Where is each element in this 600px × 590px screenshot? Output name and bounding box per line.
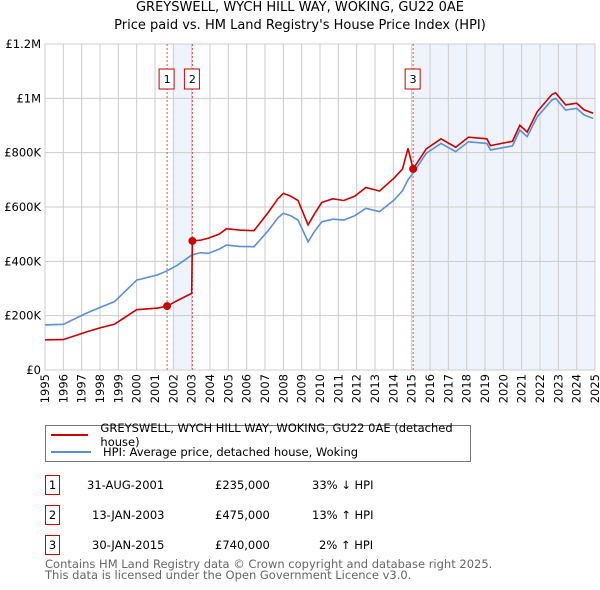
footer-licence: This data is licensed under the Open Gov… xyxy=(45,568,412,582)
legend-swatch-red xyxy=(51,434,89,436)
transaction-number: 3 xyxy=(45,535,60,555)
transaction-date: 30-JAN-2015 xyxy=(92,538,165,552)
transaction-row: 3 30-JAN-2015 £740,000 2% ↑ HPI xyxy=(45,535,545,555)
transaction-price: £740,000 xyxy=(215,538,270,552)
x-tick-label: 2020 xyxy=(496,374,510,403)
footer: Contains HM Land Registry data © Crown c… xyxy=(45,557,493,582)
transaction-hpi: 2% ↑ HPI xyxy=(319,538,374,552)
y-tick-label: £600K xyxy=(4,200,41,214)
sale-marker-label: 2 xyxy=(189,73,196,86)
sale-marker-label: 3 xyxy=(410,73,417,86)
y-tick-label: £1M xyxy=(16,91,41,105)
x-tick-label: 2022 xyxy=(533,374,547,403)
y-tick-label: £200K xyxy=(4,309,41,323)
x-tick-label: 2006 xyxy=(240,374,254,403)
footer-copyright: Contains HM Land Registry data © Crown c… xyxy=(45,557,493,571)
x-tick-label: 2011 xyxy=(331,374,345,403)
legend-item-hpi: HPI: Average price, detached house, Woki… xyxy=(46,444,358,460)
chart-subtitle: Price paid vs. HM Land Registry's House … xyxy=(114,18,486,33)
x-tick-label: 2021 xyxy=(515,374,529,403)
x-tick-label: 2017 xyxy=(441,374,455,403)
legend-item-property: GREYSWELL, WYCH HILL WAY, WOKING, GU22 0… xyxy=(46,421,470,449)
x-tick-label: 2016 xyxy=(423,374,437,403)
x-tick-label: 2025 xyxy=(588,374,600,403)
sale-point xyxy=(163,302,172,311)
property-price-line xyxy=(44,91,594,341)
x-tick-label: 1999 xyxy=(111,374,125,403)
x-tick-label: 1995 xyxy=(38,374,52,403)
x-tick-label: 2019 xyxy=(478,374,492,403)
x-tick-label: 2013 xyxy=(368,374,382,403)
x-tick-label: 2009 xyxy=(295,374,309,403)
sale-marker-box xyxy=(404,68,421,90)
sale-point xyxy=(409,164,418,173)
x-tick-label: 1996 xyxy=(56,374,70,403)
sale-marker-box xyxy=(158,68,175,90)
x-tick-label: 2012 xyxy=(350,374,364,403)
transaction-price: £475,000 xyxy=(215,508,270,522)
x-tick-label: 2004 xyxy=(203,374,217,403)
price-chart: 1995 1996 1997 1998 1999 2000 2001 2002 2003 2004… xyxy=(4,37,600,403)
plot-frame xyxy=(44,43,596,371)
x-tick-label: 2007 xyxy=(258,374,272,403)
transaction-number: 1 xyxy=(45,475,60,495)
y-tick-label: £1.2M xyxy=(5,37,41,51)
x-tick-label: 2000 xyxy=(130,374,144,403)
legend: GREYSWELL, WYCH HILL WAY, WOKING, GU22 0… xyxy=(45,421,471,462)
sale-marker-box xyxy=(183,68,200,90)
x-tick-label: 2014 xyxy=(386,374,400,403)
transaction-number: 2 xyxy=(45,505,60,525)
transaction-row: 1 31-AUG-2001 £235,000 33% ↓ HPI xyxy=(45,475,545,495)
y-tick-label: £0 xyxy=(26,363,41,377)
legend-swatch-blue xyxy=(51,451,91,453)
transaction-date: 13-JAN-2003 xyxy=(92,508,165,522)
x-tick-label: 2018 xyxy=(460,374,474,403)
chart-title: GREYSWELL, WYCH HILL WAY, WOKING, GU22 0… xyxy=(135,0,464,15)
x-tick-label: 2024 xyxy=(570,374,584,403)
sale-marker-label: 1 xyxy=(164,73,171,86)
x-tick-label: 2002 xyxy=(166,374,180,403)
y-tick-label: £400K xyxy=(4,254,41,268)
y-tick-label: £800K xyxy=(4,146,41,160)
x-tick-label: 2008 xyxy=(276,374,290,403)
x-tick-label: 2001 xyxy=(148,374,162,403)
legend-label: HPI: Average price, detached house, Woki… xyxy=(103,445,359,459)
transaction-price: £235,000 xyxy=(215,478,270,492)
transaction-hpi: 13% ↑ HPI xyxy=(312,508,374,522)
x-tick-label: 1997 xyxy=(75,374,89,403)
x-tick-label: 2015 xyxy=(405,374,419,403)
sale-point xyxy=(188,236,197,245)
x-tick-label: 2010 xyxy=(313,374,327,403)
hpi-line xyxy=(44,97,594,326)
x-tick-label: 1998 xyxy=(93,374,107,403)
transaction-date: 31-AUG-2001 xyxy=(87,478,165,492)
x-tick-label: 2005 xyxy=(221,374,235,403)
transaction-hpi: 33% ↓ HPI xyxy=(312,478,374,492)
legend-label: GREYSWELL, WYCH HILL WAY, WOKING, GU22 0… xyxy=(100,421,453,449)
transaction-row: 2 13-JAN-2003 £475,000 13% ↑ HPI xyxy=(45,505,545,525)
x-tick-label: 2003 xyxy=(185,374,199,403)
x-tick-label: 2023 xyxy=(551,374,565,403)
